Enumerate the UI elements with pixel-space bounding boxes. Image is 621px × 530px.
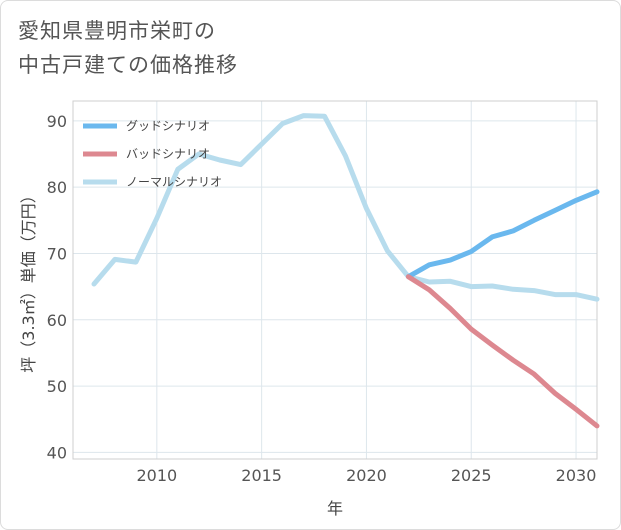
y-tick-label: 50 <box>47 377 67 396</box>
legend-label-1: グッドシナリオ <box>126 119 210 133</box>
y-tick-label: 80 <box>47 178 67 197</box>
x-tick-label: 2010 <box>136 466 177 485</box>
chart-title: 愛知県豊明市栄町の 中古戸建ての価格推移 <box>18 14 238 82</box>
chart-title-line2: 中古戸建ての価格推移 <box>18 53 238 77</box>
x-axis-title: 年 <box>327 499 343 518</box>
legend-label-3: ノーマルシナリオ <box>126 175 222 189</box>
series-line-3 <box>91 113 600 302</box>
y-tick-label: 60 <box>47 311 67 330</box>
series-line-2 <box>405 274 600 429</box>
chart-title-line1: 愛知県豊明市栄町の <box>18 19 216 43</box>
y-tick-label: 90 <box>47 112 67 131</box>
x-tick-label: 2015 <box>241 466 282 485</box>
x-tick-label: 2030 <box>556 466 597 485</box>
x-tick-label: 2020 <box>346 466 387 485</box>
y-axis-title: 坪（3.3㎡）単価（万円） <box>19 187 38 372</box>
x-tick-label: 2025 <box>451 466 492 485</box>
legend-label-2: バッドシナリオ <box>126 147 210 161</box>
y-tick-label: 70 <box>47 244 67 263</box>
grid-lines <box>73 101 597 459</box>
series-layer <box>91 113 600 429</box>
y-tick-label: 40 <box>47 443 67 462</box>
plot-area <box>72 100 598 460</box>
series-line-1 <box>405 189 600 280</box>
axis-ticks: 40 50 60 70 80 90 2010 2015 2020 2025 2030 <box>47 112 597 485</box>
